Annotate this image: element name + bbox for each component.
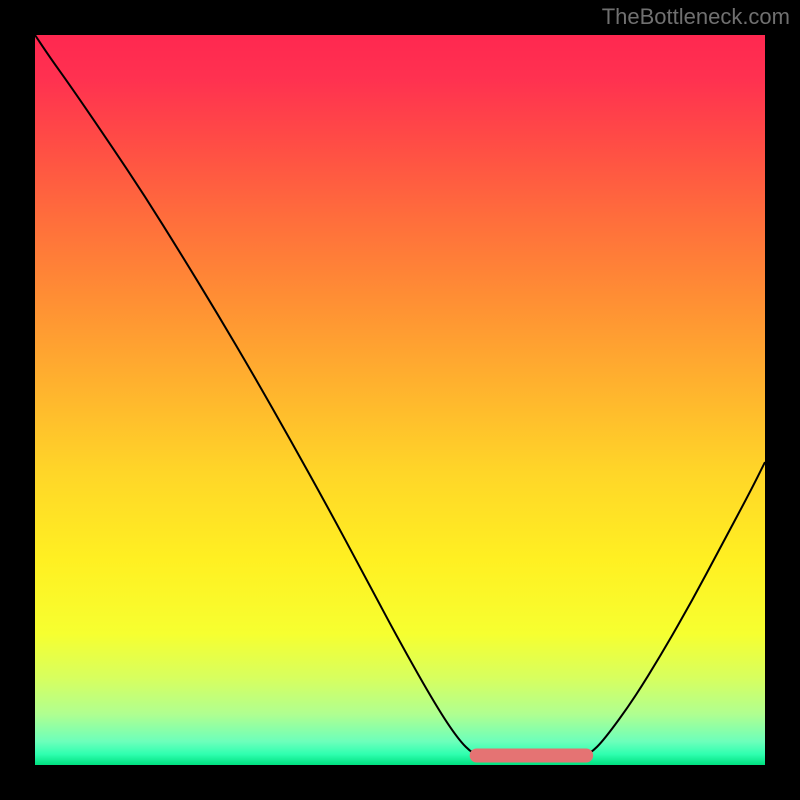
watermark: TheBottleneck.com bbox=[602, 4, 790, 29]
bottleneck-chart: TheBottleneck.com bbox=[0, 0, 800, 800]
chart-root: TheBottleneck.com bbox=[0, 0, 800, 800]
plot-background bbox=[35, 35, 765, 765]
